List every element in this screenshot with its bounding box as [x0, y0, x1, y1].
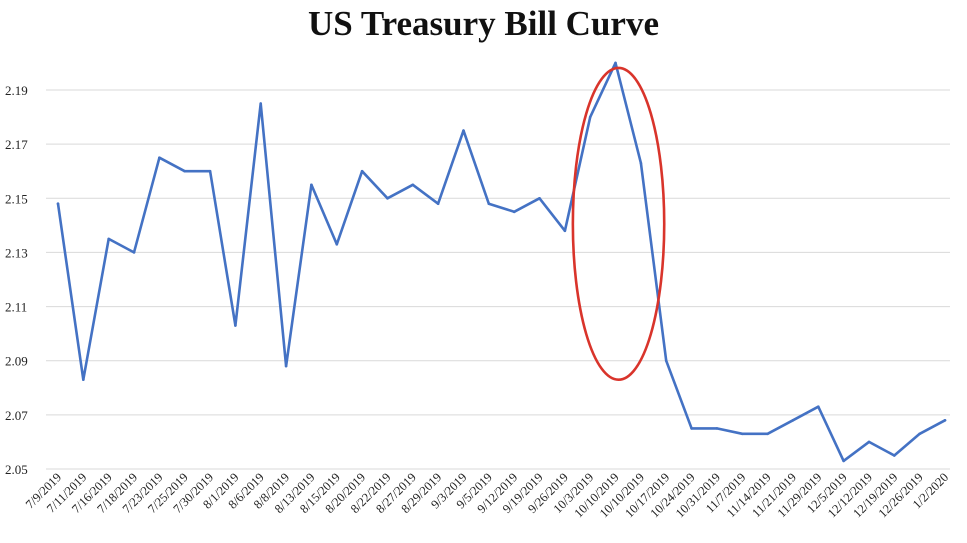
data-point	[918, 432, 921, 436]
data-point	[893, 454, 896, 457]
data-point	[791, 418, 795, 422]
data-point	[259, 102, 263, 105]
data-point	[563, 229, 567, 233]
x-axis-tick-labels: 7/9/20197/11/20197/16/20197/18/20197/23/…	[23, 470, 951, 520]
data-point	[107, 237, 110, 241]
series-layer	[56, 61, 947, 463]
data-point	[284, 364, 288, 368]
data-point	[234, 324, 237, 327]
data-point	[614, 61, 617, 65]
data-point	[132, 251, 136, 254]
data-point	[436, 202, 440, 205]
data-point	[183, 169, 187, 173]
y-tick-label: 2.17	[5, 137, 28, 152]
data-point	[639, 161, 643, 165]
annotation-layer	[571, 66, 666, 382]
gridlines	[46, 89, 950, 470]
data-point	[462, 129, 465, 132]
data-point	[411, 183, 415, 187]
chart-title: US Treasury Bill Curve	[308, 4, 659, 43]
data-point	[512, 210, 516, 214]
y-tick-label: 2.15	[5, 191, 28, 206]
data-point	[82, 378, 85, 381]
y-tick-label: 2.07	[5, 408, 28, 423]
data-point	[766, 432, 769, 436]
data-point	[310, 183, 313, 187]
data-point	[386, 196, 389, 200]
data-point	[588, 115, 592, 119]
data-point	[360, 169, 364, 173]
data-point	[715, 427, 719, 430]
series-line	[56, 61, 947, 463]
data-point	[867, 440, 871, 444]
highlight-ellipse	[571, 66, 666, 382]
data-point	[487, 202, 491, 205]
data-point	[158, 156, 161, 159]
data-point	[690, 427, 693, 430]
data-point	[538, 196, 541, 200]
y-tick-label: 2.09	[5, 354, 28, 369]
data-point	[943, 418, 947, 422]
y-tick-label: 2.05	[5, 462, 28, 477]
data-point	[335, 243, 339, 246]
data-point	[740, 432, 744, 436]
y-tick-label: 2.13	[5, 245, 28, 260]
y-axis-tick-labels: 2.05 2.07 2.09 2.11 2.13 2.15 2.17 2.19	[5, 83, 28, 477]
y-tick-label: 2.11	[5, 300, 27, 315]
data-point	[664, 359, 668, 363]
data-point	[842, 459, 845, 463]
y-tick-label: 2.19	[5, 83, 28, 98]
data-point	[56, 202, 60, 205]
data-point	[208, 169, 212, 173]
data-point	[816, 405, 820, 409]
